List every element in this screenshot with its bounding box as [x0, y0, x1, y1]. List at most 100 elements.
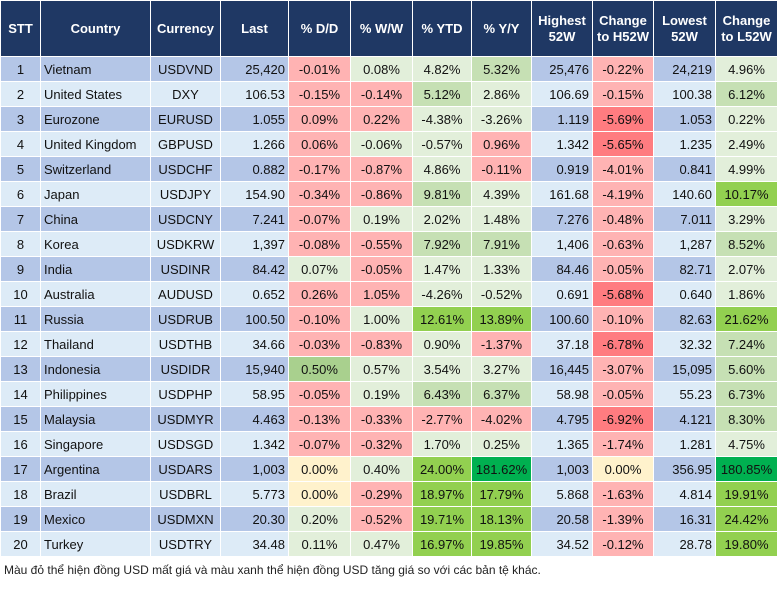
- cell-dd: 0.11%: [288, 531, 351, 557]
- cell-dd: -0.01%: [288, 56, 351, 82]
- footnote: Màu đỏ thể hiện đồng USD mất giá và màu …: [4, 563, 541, 577]
- cell-last: 34.48: [220, 531, 289, 557]
- cell-yy: 2.86%: [471, 81, 532, 107]
- cell-country: Philippines: [40, 381, 151, 407]
- cell-last: 1.342: [220, 431, 289, 457]
- cell-stt: 16: [0, 431, 41, 457]
- cell-yy: 13.89%: [471, 306, 532, 332]
- cell-yy: -1.37%: [471, 331, 532, 357]
- fx-table: STT Country Currency Last% D/D% W/W% YTD% Y…: [0, 0, 777, 557]
- cell-yy: -0.52%: [471, 281, 532, 307]
- cell-ww: 0.57%: [350, 356, 413, 382]
- cell-dd: 0.09%: [288, 106, 351, 132]
- cell-ww: -0.29%: [350, 481, 413, 507]
- cell-dd: -0.13%: [288, 406, 351, 432]
- cell-l52: 2.07%: [715, 256, 777, 282]
- cell-h52: -0.05%: [592, 256, 654, 282]
- cell-country: Eurozone: [40, 106, 151, 132]
- cell-low: 28.78: [653, 531, 716, 557]
- cell-currency: EURUSD: [150, 106, 221, 132]
- cell-ytd: 19.71%: [412, 506, 472, 532]
- table-row: 11 Russia USDRUB 100.50 -0.10% 1.00% 12.61% 13.…: [0, 306, 777, 332]
- table-row: 20 Turkey USDTRY 34.48 0.11% 0.47% 16.97% 19.85…: [0, 531, 777, 557]
- cell-high: 100.60: [531, 306, 593, 332]
- table-row: 1 Vietnam USDVND 25,420 -0.01% 0.08% 4.82% 5.32…: [0, 56, 777, 82]
- cell-ytd: 12.61%: [412, 306, 472, 332]
- table-row: 19 Mexico USDMXN 20.30 0.20% -0.52% 19.71% 18.1…: [0, 506, 777, 532]
- cell-stt: 1: [0, 56, 41, 82]
- cell-currency: AUDUSD: [150, 281, 221, 307]
- cell-ytd: -4.26%: [412, 281, 472, 307]
- cell-country: Vietnam: [40, 56, 151, 82]
- cell-last: 84.42: [220, 256, 289, 282]
- cell-ww: -0.87%: [350, 156, 413, 182]
- cell-yy: -0.11%: [471, 156, 532, 182]
- cell-low: 1.053: [653, 106, 716, 132]
- cell-ytd: 4.82%: [412, 56, 472, 82]
- table-row: 14 Philippines USDPHP 58.95 -0.05% 0.19% 6.43%…: [0, 381, 777, 407]
- cell-high: 1.342: [531, 131, 593, 157]
- cell-dd: -0.08%: [288, 231, 351, 257]
- cell-high: 25,476: [531, 56, 593, 82]
- cell-low: 82.71: [653, 256, 716, 282]
- cell-country: Switzerland: [40, 156, 151, 182]
- cell-stt: 6: [0, 181, 41, 207]
- cell-ytd: 4.86%: [412, 156, 472, 182]
- cell-stt: 10: [0, 281, 41, 307]
- cell-h52: -6.78%: [592, 331, 654, 357]
- cell-stt: 18: [0, 481, 41, 507]
- cell-high: 16,445: [531, 356, 593, 382]
- cell-country: Turkey: [40, 531, 151, 557]
- cell-high: 58.98: [531, 381, 593, 407]
- cell-low: 140.60: [653, 181, 716, 207]
- cell-high: 161.68: [531, 181, 593, 207]
- cell-last: 4.463: [220, 406, 289, 432]
- cell-last: 20.30: [220, 506, 289, 532]
- cell-ww: 0.08%: [350, 56, 413, 82]
- cell-currency: GBPUSD: [150, 131, 221, 157]
- cell-h52: -5.68%: [592, 281, 654, 307]
- cell-yy: 181.62%: [471, 456, 532, 482]
- header-lowest-52w: Lowest 52W: [653, 0, 716, 57]
- cell-low: 0.640: [653, 281, 716, 307]
- cell-yy: 18.13%: [471, 506, 532, 532]
- table-row: 13 Indonesia USDIDR 15,940 0.50% 0.57% 3.54% 3.…: [0, 356, 777, 382]
- cell-high: 0.691: [531, 281, 593, 307]
- cell-stt: 15: [0, 406, 41, 432]
- cell-l52: 1.86%: [715, 281, 777, 307]
- cell-stt: 20: [0, 531, 41, 557]
- cell-currency: USDBRL: [150, 481, 221, 507]
- cell-yy: 17.79%: [471, 481, 532, 507]
- cell-l52: 24.42%: [715, 506, 777, 532]
- cell-currency: USDPHP: [150, 381, 221, 407]
- cell-ww: -0.52%: [350, 506, 413, 532]
- cell-h52: 0.00%: [592, 456, 654, 482]
- header-change-l52w: Change to L52W: [715, 0, 777, 57]
- cell-l52: 7.24%: [715, 331, 777, 357]
- cell-low: 16.31: [653, 506, 716, 532]
- cell-l52: 6.73%: [715, 381, 777, 407]
- cell-dd: -0.05%: [288, 381, 351, 407]
- cell-yy: 1.48%: [471, 206, 532, 232]
- cell-low: 55.23: [653, 381, 716, 407]
- cell-h52: -3.07%: [592, 356, 654, 382]
- cell-country: China: [40, 206, 151, 232]
- cell-high: 1.119: [531, 106, 593, 132]
- cell-ww: 1.00%: [350, 306, 413, 332]
- cell-ytd: 2.02%: [412, 206, 472, 232]
- cell-ytd: -4.38%: [412, 106, 472, 132]
- cell-country: Russia: [40, 306, 151, 332]
- cell-ytd: 3.54%: [412, 356, 472, 382]
- cell-h52: -4.19%: [592, 181, 654, 207]
- cell-high: 84.46: [531, 256, 593, 282]
- cell-h52: -5.69%: [592, 106, 654, 132]
- cell-dd: 0.26%: [288, 281, 351, 307]
- cell-country: Argentina: [40, 456, 151, 482]
- cell-h52: -0.12%: [592, 531, 654, 557]
- cell-dd: -0.03%: [288, 331, 351, 357]
- table-row: 12 Thailand USDTHB 34.66 -0.03% -0.83% 0.90% -1…: [0, 331, 777, 357]
- cell-low: 1.235: [653, 131, 716, 157]
- cell-stt: 7: [0, 206, 41, 232]
- header-stt: STT: [0, 0, 41, 57]
- cell-ww: 0.19%: [350, 206, 413, 232]
